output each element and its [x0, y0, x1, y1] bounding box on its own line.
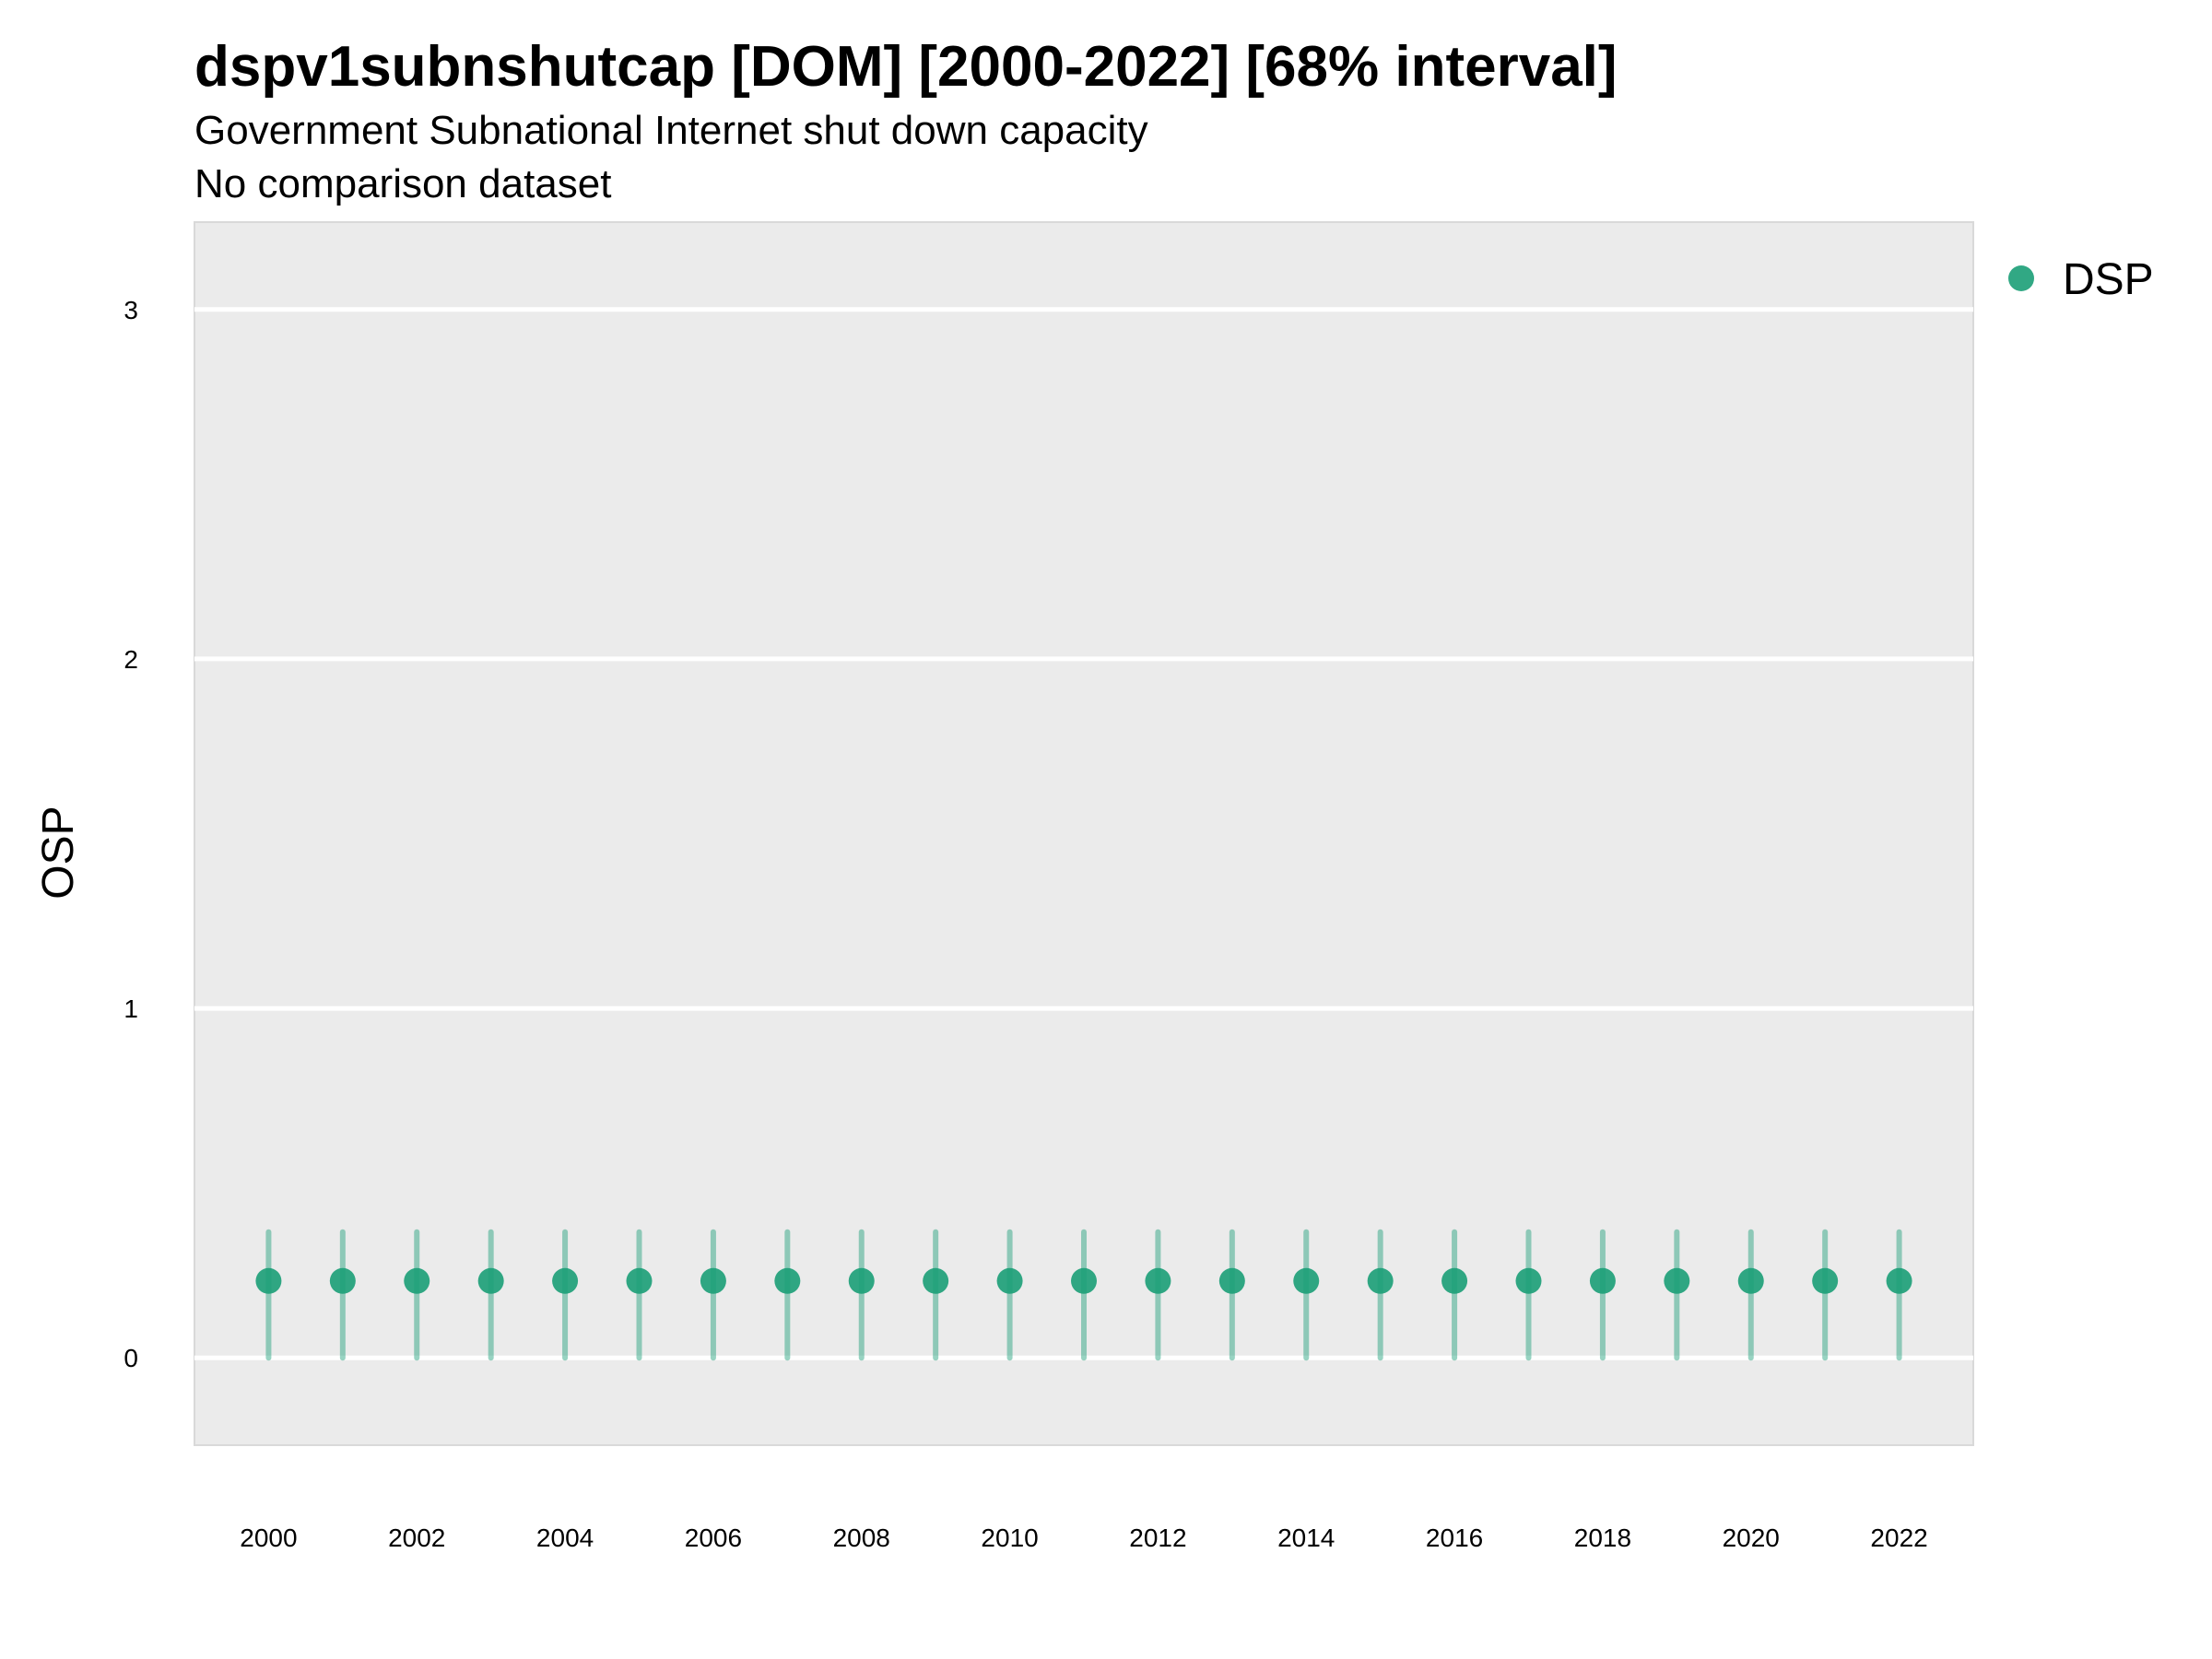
data-point-2011 [1071, 1267, 1097, 1294]
x-tick-label-2002: 2002 [388, 1524, 445, 1552]
x-tick-label-2014: 2014 [1277, 1524, 1335, 1552]
data-point-2022 [1886, 1267, 1912, 1294]
data-point-2010 [996, 1267, 1023, 1294]
x-tick-label-2018: 2018 [1574, 1524, 1631, 1552]
data-point-2005 [626, 1267, 653, 1294]
y-tick-label-3: 3 [124, 296, 138, 324]
chart-caption: No comparison dataset [194, 161, 611, 206]
x-tick-label-2020: 2020 [1723, 1524, 1780, 1552]
data-point-2016 [1441, 1267, 1468, 1294]
y-axis-label: OSP [34, 806, 83, 899]
x-tick-label-2006: 2006 [685, 1524, 742, 1552]
chart-subtitle: Government Subnational Internet shut dow… [194, 108, 1148, 153]
x-tick-label-2008: 2008 [833, 1524, 890, 1552]
x-tick-label-2000: 2000 [240, 1524, 297, 1552]
data-point-2007 [774, 1267, 801, 1294]
data-point-2019 [1664, 1267, 1690, 1294]
data-point-2017 [1515, 1267, 1542, 1294]
legend: DSP [2008, 255, 2154, 304]
data-point-2021 [1812, 1267, 1839, 1294]
data-point-2002 [404, 1267, 430, 1294]
y-tick-label-1: 1 [124, 994, 138, 1023]
y-tick-label-0: 0 [124, 1344, 138, 1372]
data-point-2020 [1737, 1267, 1764, 1294]
data-point-2008 [848, 1267, 875, 1294]
data-point-2004 [552, 1267, 579, 1294]
plot-panel [194, 221, 1974, 1446]
data-point-2000 [255, 1267, 282, 1294]
data-point-2012 [1145, 1267, 1171, 1294]
x-tick-label-2012: 2012 [1129, 1524, 1186, 1552]
legend-label-dsp: DSP [2063, 255, 2154, 304]
grid-lines [194, 307, 1973, 1360]
chart-title: dspv1subnshutcap [DOM] [2000-2022] [68% … [194, 35, 1618, 99]
data-point-2001 [329, 1267, 356, 1294]
data-point-2015 [1367, 1267, 1394, 1294]
legend-key-dsp [2008, 265, 2034, 291]
data-marks [255, 1229, 1912, 1361]
y-axis-ticks: 0 1 2 3 [124, 296, 138, 1372]
x-tick-label-2004: 2004 [536, 1524, 594, 1552]
data-point-2003 [477, 1267, 504, 1294]
x-tick-label-2010: 2010 [981, 1524, 1038, 1552]
x-axis-ticks: 2000 2002 2004 2006 2008 2010 2012 2014 2016 2018… [240, 1524, 1927, 1552]
y-tick-label-2: 2 [124, 645, 138, 674]
data-point-2006 [700, 1267, 726, 1294]
x-tick-label-2016: 2016 [1426, 1524, 1483, 1552]
x-tick-label-2022: 2022 [1870, 1524, 1927, 1552]
data-point-2018 [1589, 1267, 1616, 1294]
data-point-2009 [923, 1267, 949, 1294]
data-point-2014 [1293, 1267, 1320, 1294]
data-point-2013 [1218, 1267, 1245, 1294]
